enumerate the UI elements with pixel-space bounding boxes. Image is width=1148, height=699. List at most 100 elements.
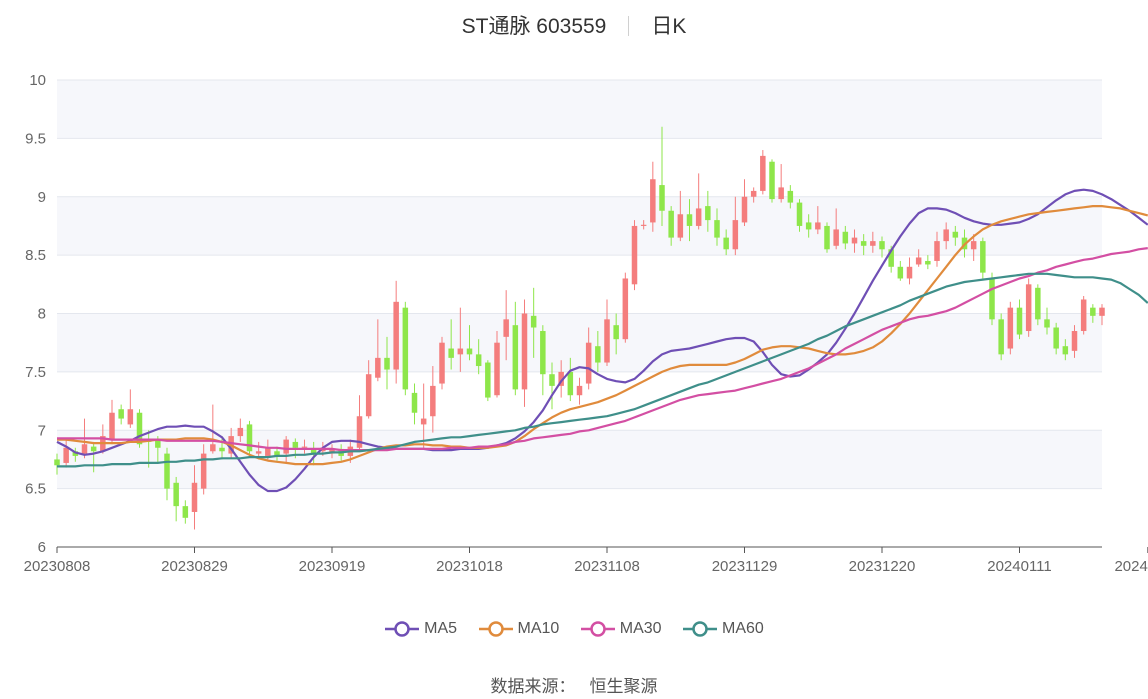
candle-body	[686, 214, 693, 226]
period-label: 日K	[651, 15, 687, 38]
source-label: 数据来源：	[490, 677, 576, 696]
candle-body	[595, 346, 601, 363]
candle-body	[475, 354, 482, 367]
candle-body	[265, 447, 271, 456]
candle-body	[778, 187, 784, 200]
ma-line-ma10	[57, 205, 1148, 466]
candle-body	[714, 220, 720, 238]
candle-body	[989, 278, 995, 320]
candle-body	[1071, 331, 1078, 351]
candle-body	[90, 446, 97, 452]
x-tick-label: 20231018	[436, 558, 503, 575]
candle-body	[576, 385, 583, 396]
candle-body	[246, 424, 253, 452]
candle-body	[485, 362, 491, 398]
candle-body	[283, 439, 289, 454]
legend-item-ma30[interactable]: MA30	[580, 620, 662, 638]
candle-body	[540, 331, 546, 375]
candle-body	[622, 278, 629, 340]
candle-body	[824, 225, 830, 250]
candle-body	[329, 448, 335, 454]
legend-item-ma60[interactable]: MA60	[682, 620, 764, 638]
candle-body	[430, 385, 436, 417]
legend-item-ma5[interactable]: MA5	[384, 620, 457, 638]
plot-band	[57, 313, 1102, 372]
x-tick-label: 20231129	[712, 558, 778, 575]
candle-body	[136, 412, 143, 445]
candle-body	[796, 202, 803, 226]
candle-body	[668, 210, 674, 238]
candle-body	[915, 257, 922, 265]
y-tick-label: 8.5	[25, 247, 46, 264]
candle-body	[155, 439, 161, 448]
candle-body	[934, 241, 940, 261]
candle-body	[439, 342, 445, 384]
candle-body	[310, 448, 317, 454]
candle-body	[897, 266, 904, 279]
y-tick-label: 7.5	[25, 364, 46, 381]
ma-line-ma60	[57, 272, 1148, 468]
candle-body	[210, 444, 216, 452]
x-tick-label: 20240131	[1114, 558, 1148, 575]
candle-body	[466, 348, 473, 355]
candle-body	[585, 342, 592, 384]
ma-line-ma30	[57, 247, 1148, 452]
candle-body	[384, 357, 390, 370]
candle-body	[255, 451, 262, 454]
candle-body	[402, 307, 409, 390]
plot-band	[57, 80, 1102, 139]
chart-title: ST通脉 603559 日K	[0, 10, 1148, 40]
y-tick-label: 9.5	[25, 130, 46, 147]
data-source: 数据来源： 恒生聚源	[0, 672, 1148, 697]
candle-body	[494, 342, 500, 396]
x-tick-label: 20230829	[161, 558, 228, 575]
legend-marker-icon	[385, 621, 420, 637]
x-tick-label: 20230808	[24, 558, 91, 575]
candle-body	[118, 409, 124, 419]
source-value: 恒生聚源	[589, 677, 658, 696]
x-tick-label: 20231108	[574, 558, 640, 575]
candle-body	[521, 313, 528, 390]
y-tick-label: 6.5	[25, 481, 46, 498]
y-tick-label: 8	[38, 306, 46, 323]
stock-name: ST通脉 603559	[461, 15, 607, 38]
candle-body	[925, 260, 931, 265]
candle-body	[998, 319, 1004, 355]
candle-body	[842, 231, 849, 244]
candle-body	[411, 392, 418, 413]
candle-body	[906, 266, 913, 279]
legend-item-ma10[interactable]: MA10	[478, 620, 559, 638]
candle-body	[1099, 307, 1105, 316]
candle-body	[1080, 299, 1087, 332]
legend-label: MA30	[619, 620, 662, 638]
candle-body	[72, 451, 79, 456]
candle-body	[503, 319, 509, 337]
legend-marker-icon	[580, 621, 615, 637]
candle-body	[1035, 287, 1041, 320]
candle-body	[81, 444, 88, 454]
candle-body	[860, 241, 867, 246]
candle-body	[191, 482, 198, 512]
candle-body	[164, 453, 170, 489]
candle-body	[613, 325, 619, 340]
candle-body	[237, 427, 244, 437]
candle-body	[805, 222, 812, 230]
candle-body	[760, 155, 766, 191]
candle-body	[851, 237, 858, 244]
legend-label: MA5	[424, 620, 458, 638]
candle-body	[604, 319, 610, 363]
candle-body	[549, 374, 555, 386]
candlestick-chart: 10 9.5 9 8.5 8 7.5 7 6.5 6 20230808 20230829 202309…	[24, 72, 1148, 575]
candle-body	[301, 446, 308, 448]
candle-body	[109, 412, 115, 440]
candle-body	[888, 249, 894, 267]
candle-body	[970, 241, 977, 250]
candle-body	[1044, 319, 1050, 328]
candle-body	[567, 371, 574, 396]
candle-body	[980, 241, 986, 273]
candle-body	[1007, 307, 1014, 349]
candle-body	[448, 348, 454, 358]
plot-band	[57, 196, 1102, 256]
candle-body	[833, 229, 839, 246]
candle-body	[420, 418, 427, 425]
